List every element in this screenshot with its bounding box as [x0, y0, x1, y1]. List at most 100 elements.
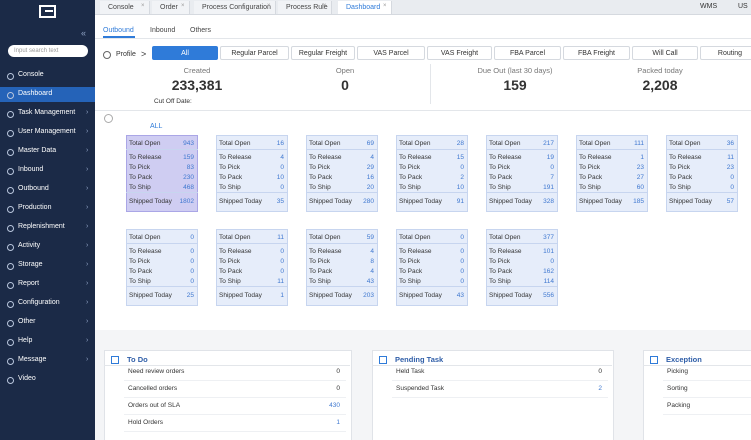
- card-value[interactable]: 7: [550, 174, 554, 181]
- app-switch[interactable]: WMS: [700, 3, 718, 10]
- collapse-icon[interactable]: «: [81, 28, 87, 38]
- card-value[interactable]: 27: [636, 174, 644, 181]
- card-value[interactable]: 1: [640, 154, 644, 161]
- search-input[interactable]: Input search text: [8, 45, 88, 57]
- filter-button[interactable]: FBA Parcel: [494, 46, 561, 60]
- card-value[interactable]: 0: [190, 248, 194, 255]
- card-value[interactable]: 159: [183, 154, 194, 161]
- filter-button[interactable]: Will Call: [632, 46, 698, 60]
- card-value[interactable]: 4: [370, 154, 374, 161]
- card-value[interactable]: 0: [190, 278, 194, 285]
- subtab[interactable]: Outbound: [103, 27, 134, 34]
- card[interactable]: [486, 135, 558, 212]
- menu-item[interactable]: Console: [18, 71, 44, 78]
- card-value[interactable]: 0: [460, 164, 464, 171]
- card[interactable]: [666, 135, 738, 212]
- card[interactable]: [306, 229, 378, 306]
- tab-close[interactable]: ×: [181, 3, 185, 9]
- tab[interactable]: Process Configuration: [194, 1, 276, 14]
- menu-item[interactable]: User Management: [18, 128, 76, 135]
- card-value[interactable]: 162: [543, 268, 554, 275]
- filter-button[interactable]: Regular Freight: [291, 46, 355, 60]
- card[interactable]: [396, 229, 468, 306]
- card-value[interactable]: 4: [370, 248, 374, 255]
- card-value[interactable]: 43: [456, 292, 464, 299]
- filter-button[interactable]: VAS Parcel: [357, 46, 425, 60]
- card-value[interactable]: 0: [550, 258, 554, 265]
- card-value[interactable]: 25: [186, 292, 194, 299]
- filter-button[interactable]: Routing: [700, 46, 751, 60]
- card-value[interactable]: 23: [726, 164, 734, 171]
- filter-button[interactable]: Regular Parcel: [220, 46, 289, 60]
- card-value[interactable]: 0: [460, 268, 464, 275]
- card-value[interactable]: 468: [183, 184, 194, 191]
- profile[interactable]: Profile: [116, 51, 136, 58]
- card-value[interactable]: 57: [726, 198, 734, 205]
- card-value[interactable]: 0: [460, 248, 464, 255]
- card-value[interactable]: 556: [543, 292, 554, 299]
- card-value[interactable]: 23: [636, 164, 644, 171]
- card-value[interactable]: 4: [370, 268, 374, 275]
- card-value[interactable]: 19: [546, 154, 554, 161]
- card[interactable]: [216, 135, 288, 212]
- card-value[interactable]: 328: [543, 198, 554, 205]
- card-value[interactable]: 0: [280, 268, 284, 275]
- card-value[interactable]: 8: [370, 258, 374, 265]
- subtab[interactable]: Inbound: [150, 27, 176, 34]
- card-value[interactable]: 91: [456, 198, 464, 205]
- card-value[interactable]: 10: [456, 184, 464, 191]
- card-value[interactable]: 83: [186, 164, 194, 171]
- menu-item[interactable]: Configuration: [18, 299, 60, 306]
- card-value[interactable]: 0: [730, 184, 734, 191]
- menu-item[interactable]: Replenishment: [18, 223, 65, 230]
- card-value[interactable]: 16: [366, 174, 374, 181]
- card[interactable]: [486, 229, 558, 306]
- user[interactable]: US: [738, 3, 748, 10]
- menu-item[interactable]: Activity: [18, 242, 41, 249]
- card-value[interactable]: 0: [460, 278, 464, 285]
- menu-item[interactable]: Help: [18, 337, 33, 344]
- card[interactable]: [216, 229, 288, 306]
- menu-item[interactable]: Outbound: [18, 185, 49, 192]
- card-value[interactable]: 280: [363, 198, 374, 205]
- menu-item[interactable]: Video: [18, 375, 36, 382]
- card-value[interactable]: 1802: [179, 198, 194, 205]
- tab[interactable]: Process Rule: [278, 1, 332, 14]
- menu-item[interactable]: Other: [18, 318, 36, 325]
- filter-button[interactable]: All: [152, 46, 218, 60]
- card-value[interactable]: 69: [366, 140, 374, 147]
- card-value[interactable]: 16: [276, 140, 284, 147]
- panel-value[interactable]: 0: [598, 368, 602, 375]
- card-value[interactable]: 203: [363, 292, 374, 299]
- card-value[interactable]: 11: [277, 234, 284, 241]
- menu-item[interactable]: Master Data: [18, 147, 57, 154]
- card-value[interactable]: 0: [280, 184, 284, 191]
- card-value[interactable]: 0: [280, 248, 284, 255]
- card-value[interactable]: 191: [543, 184, 554, 191]
- menu-item[interactable]: Report: [18, 280, 40, 287]
- panel-value[interactable]: 0: [336, 368, 340, 375]
- card-value[interactable]: 11: [277, 278, 284, 285]
- card-value[interactable]: 11: [727, 154, 734, 161]
- card-value[interactable]: 0: [460, 234, 464, 241]
- card-value[interactable]: 943: [183, 140, 194, 147]
- card-value[interactable]: 59: [366, 234, 374, 241]
- tab-close[interactable]: ×: [383, 3, 387, 9]
- subtab[interactable]: Others: [190, 27, 212, 34]
- card[interactable]: [396, 135, 468, 212]
- card[interactable]: [576, 135, 648, 212]
- card-value[interactable]: 0: [730, 174, 734, 181]
- card-value[interactable]: 43: [366, 278, 374, 285]
- panel-value[interactable]: 2: [598, 385, 602, 392]
- card-value[interactable]: 217: [543, 140, 554, 147]
- card-value[interactable]: 185: [633, 198, 644, 205]
- card-value[interactable]: 0: [550, 164, 554, 171]
- card-value[interactable]: 10: [276, 174, 284, 181]
- card-value[interactable]: 377: [543, 234, 554, 241]
- card-value[interactable]: 28: [456, 140, 464, 147]
- panel-value[interactable]: 430: [329, 402, 340, 409]
- filter-button[interactable]: FBA Freight: [563, 46, 630, 60]
- card-value[interactable]: 0: [190, 258, 194, 265]
- card-value[interactable]: 0: [460, 258, 464, 265]
- card[interactable]: [126, 135, 198, 212]
